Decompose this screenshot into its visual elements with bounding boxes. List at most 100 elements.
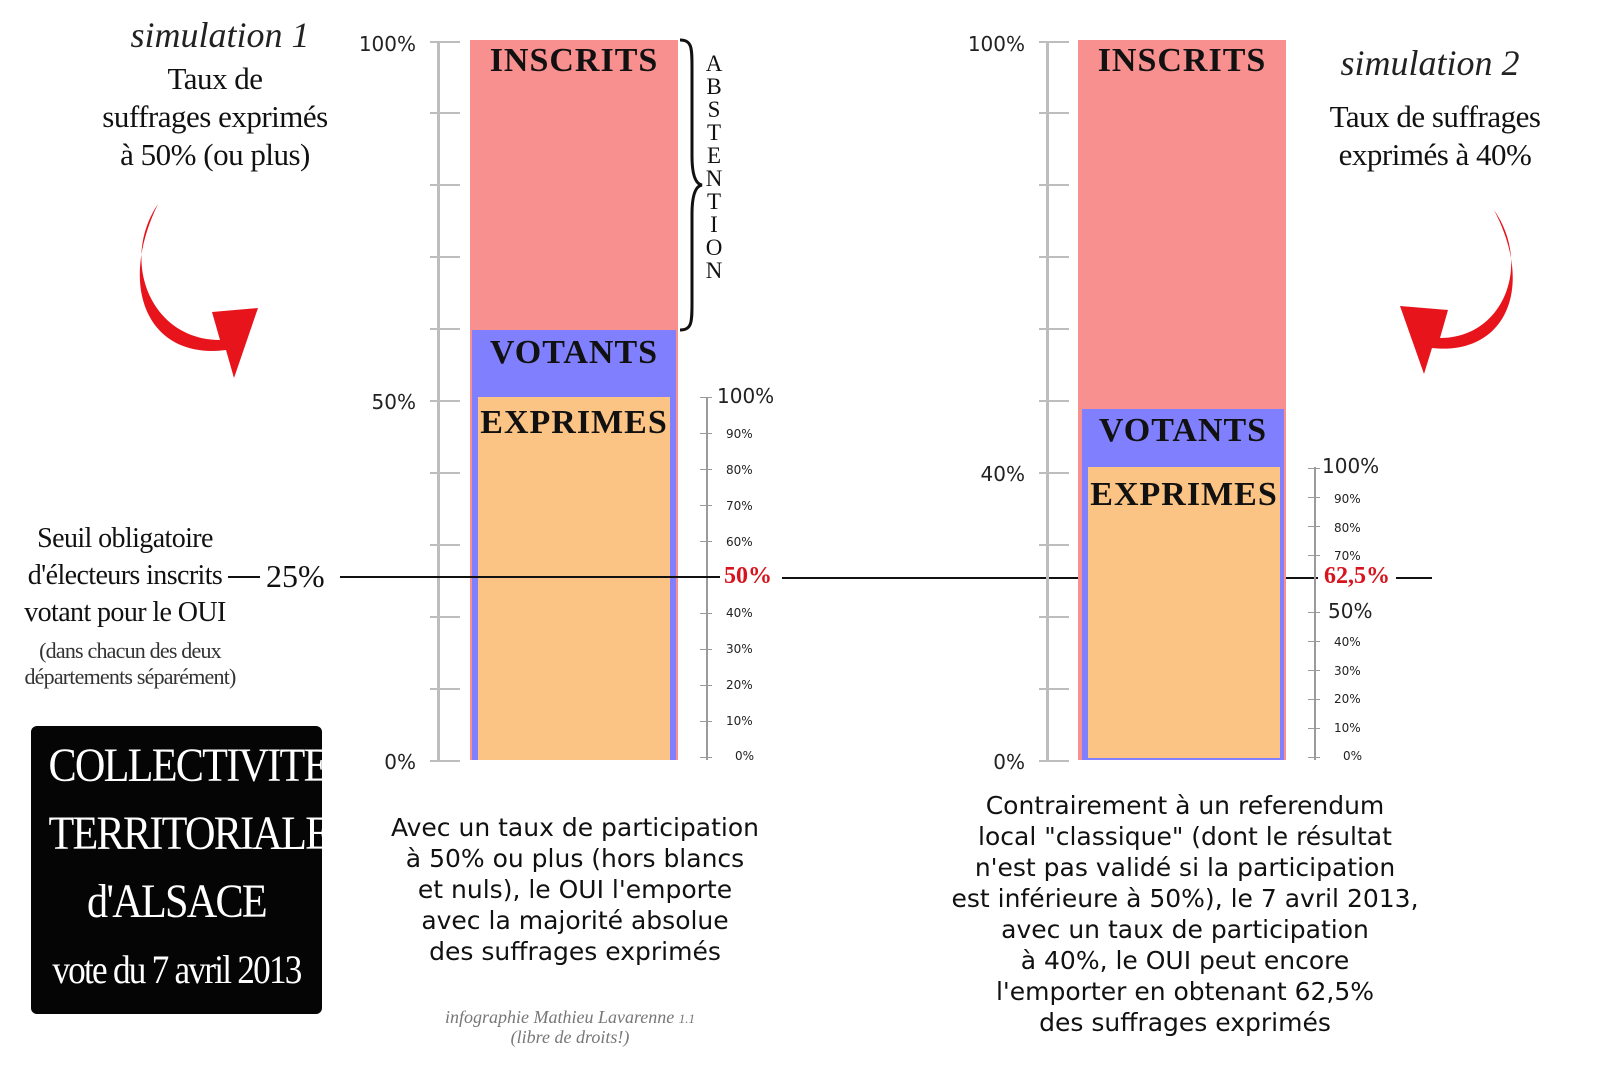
sim1-sub-label: 40% [726,606,753,620]
sim2-label-inscrits: INSCRITS [1097,42,1267,79]
title-box-line: vote du 7 avril 2013 [52,947,302,992]
threshold-note-line: départements séparément) [24,664,236,689]
red-curved-arrow-icon [139,204,258,378]
sim1-tick [430,544,460,546]
sim1-sub-tick [700,433,712,434]
sim1-sub-label: 30% [726,642,753,656]
sim1-axis-label-0: 0% [384,750,416,774]
sim2-sub-axis [1314,467,1316,760]
sim2-tick [1039,400,1069,402]
sim1-desc-line: à 50% (ou plus) [120,137,310,172]
sim1-sub-tick [700,469,712,470]
threshold-line-sim2 [782,577,1318,579]
threshold-line-sim2-right [1396,577,1432,579]
sim2-desc-line: Taux de suffrages [1329,99,1541,134]
sim1-sub-tick [700,613,712,614]
threshold-line: Seuil obligatoire [37,523,213,554]
sim1-sub-label: 70% [726,499,753,513]
threshold-value: 25% [266,558,325,594]
sim2-title: simulation 2 [1340,43,1520,83]
sim1-description: Taux de suffrages exprimés à 50% (ou plu… [60,60,370,174]
sim1-sub-label: 20% [726,678,753,692]
abstention-letter: N [705,166,723,191]
sim2-sub-tick [1308,757,1320,758]
abstention-letter: N [705,258,723,283]
sim2-sub-label-50: 50% [1328,599,1373,623]
credit-line: infographie Mathieu Lavarenne 1.1 [410,1008,730,1028]
sim2-label-exprimes: EXPRIMES [1090,476,1278,513]
sim2-tick [1039,112,1069,114]
sim1-main-axis [437,42,440,762]
abstention-letter: T [706,189,722,214]
sim2-sub-label: 70% [1334,549,1361,563]
credit-version: 1.1 [678,1011,696,1026]
sim2-label-votants: VOTANTS [1098,412,1268,449]
sim1-sub-tick [700,541,712,542]
sim1-axis-label-100: 100% [358,32,416,56]
sim1-bar-exprimes [478,397,670,760]
sim1-sub-tick [700,721,712,722]
abstention-letter: E [706,143,722,168]
threshold-dash-left [228,576,260,578]
sim1-sub-label: 80% [726,463,753,477]
sim2-tick [1039,616,1069,618]
sim2-main-axis [1046,42,1049,762]
sim1-tick [430,112,460,114]
threshold-description: Seuil obligatoire d'électeurs inscrits v… [10,520,240,631]
sim2-tick [1039,41,1069,43]
title-box: COLLECTIVITE TERRITORIALE d'ALSACE vote … [31,726,331,1014]
sim1-sub-label: 10% [726,714,753,728]
credit-author: infographie Mathieu Lavarenne [444,1007,675,1027]
sim2-sub-label: 30% [1334,664,1361,678]
credit-license: (libre de droits!) [510,1027,630,1047]
sim2-bar-exprimes [1088,467,1280,758]
sim2-caption-line: n'est pas validé si la participation [974,853,1396,882]
sim1-tick [430,688,460,690]
title-box-line: COLLECTIVITE [48,739,329,792]
sim1-sub-axis [706,397,708,760]
abstention-letter: I [710,212,718,237]
sim1-sub-tick [700,757,712,758]
sim1-threshold-value: 50% [724,563,772,589]
sim2-tick [1039,544,1069,546]
sim2-axis-label-40: 40% [980,462,1025,486]
sim2-sub-label: 90% [1334,492,1361,506]
sim1-caption-line: avec la majorité absolue [421,906,729,935]
sim1-sub-label: 60% [726,535,753,549]
sim2-caption-line: Contrairement à un referendum [985,791,1385,820]
abstention-letter: B [706,74,722,99]
sim2-sub-tick [1308,526,1320,527]
sim1-title: simulation 1 [130,15,310,55]
abstention-letter: A [705,51,723,76]
sim1-sub-tick [700,397,712,398]
sim2-tick [1039,184,1069,186]
sim1-sub-tick [700,685,712,686]
sim2-sub-tick [1308,612,1320,613]
sim1-caption-line: des suffrages exprimés [429,937,721,966]
sim1-caption: Avec un taux de participation à 50% ou p… [360,812,790,967]
threshold-note-line: (dans chacun des deux [39,638,222,663]
sim1-desc-line: Taux de [167,61,263,96]
sim2-sub-tick [1308,670,1320,671]
sim2-caption: Contrairement à un referendum local "cla… [930,790,1440,1038]
sim1-tick [430,184,460,186]
sim1-tick [430,328,460,330]
credit: infographie Mathieu Lavarenne 1.1 (libre… [410,1008,730,1046]
sim2-sub-label: 20% [1334,692,1361,706]
sim2-desc-line: exprimés à 40% [1338,137,1532,172]
sim2-sub-label: 80% [1334,521,1361,535]
sim2-sub-tick [1308,699,1320,700]
sim1-label-votants: VOTANTS [489,334,659,371]
sim1-caption-line: et nuls), le OUI l'emporte [417,875,733,904]
sim1-tick [430,41,460,43]
sim1-caption-line: Avec un taux de participation [390,813,760,842]
sim2-sub-label: 0% [1343,749,1363,763]
sim1-axis-label-50: 50% [371,390,416,414]
sim1-tick [430,256,460,258]
sim2-caption-line: local "classique" (dont le résultat [978,822,1392,851]
sim2-sub-tick [1308,641,1320,642]
threshold-line: d'électeurs inscrits [27,560,223,591]
sim2-sub-tick [1308,497,1320,498]
threshold-line-sim1 [340,576,720,578]
sim1-desc-line: suffrages exprimés [102,99,328,134]
